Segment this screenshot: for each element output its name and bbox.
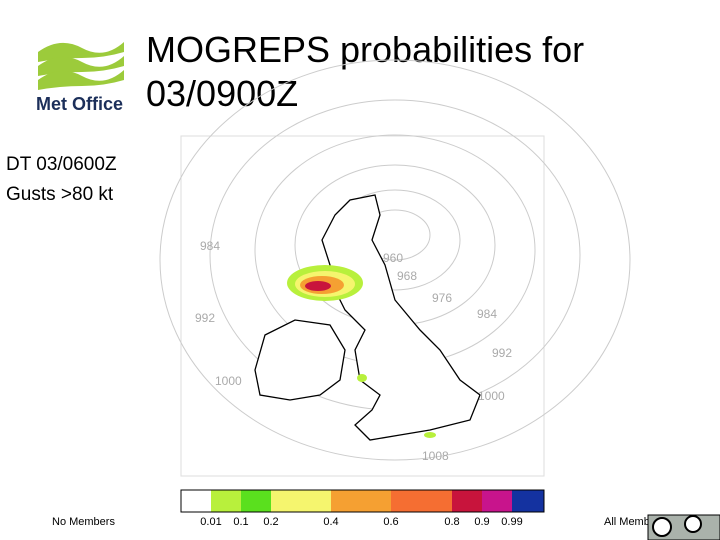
logo-wave [38, 42, 124, 62]
colorbar-label: 0.9 [474, 516, 489, 528]
colorbar-frame [180, 489, 545, 513]
logo-text: Met Office [36, 94, 123, 114]
contour-label: 1000 [215, 374, 242, 388]
probability-area [287, 265, 436, 438]
colorbar: 0.01 0.1 0.2 0.4 0.6 0.8 0.9 0.99 [180, 489, 545, 528]
footer-left: No Members [52, 516, 115, 528]
title-line: MOGREPS probabilities for [146, 29, 584, 70]
license-badge [647, 514, 720, 540]
colorbar-segment [211, 490, 241, 512]
subtitle-line: Gusts >80 kt [6, 184, 114, 205]
colorbar-segment [331, 490, 391, 512]
contour-label: 1000 [478, 389, 505, 403]
colorbar-segment [271, 490, 331, 512]
colorbar-label: 0.6 [383, 516, 398, 528]
title-line: 03/0900Z [146, 73, 298, 114]
colorbar-segment [181, 490, 211, 512]
logo-wave [38, 56, 124, 76]
contour-label: 976 [432, 291, 452, 305]
contour-label: 984 [200, 239, 220, 253]
contour-label: 1008 [422, 449, 449, 463]
contour-label: 992 [492, 346, 512, 360]
colorbar-segment [452, 490, 482, 512]
colorbar-segment [512, 490, 544, 512]
colorbar-label: 0.01 [200, 516, 221, 528]
colorbar-segment [241, 490, 271, 512]
colorbar-segment [391, 490, 452, 512]
logo: Met Office [36, 42, 124, 114]
colorbar-label: 0.4 [323, 516, 338, 528]
map: 984 992 1000 960 968 976 984 992 1000 1008 [159, 59, 631, 477]
colorbar-label: 0.1 [233, 516, 248, 528]
contour-label: 984 [477, 307, 497, 321]
colorbar-label: 0.99 [501, 516, 522, 528]
contour-label: 968 [397, 269, 417, 283]
contour-label: 992 [195, 311, 215, 325]
contour-label: 960 [383, 251, 403, 265]
colorbar-label: 0.8 [444, 516, 459, 528]
logo-wave [38, 70, 124, 90]
colorbar-label: 0.2 [263, 516, 278, 528]
subtitle-line: DT 03/0600Z [6, 154, 117, 175]
colorbar-segment [482, 490, 512, 512]
